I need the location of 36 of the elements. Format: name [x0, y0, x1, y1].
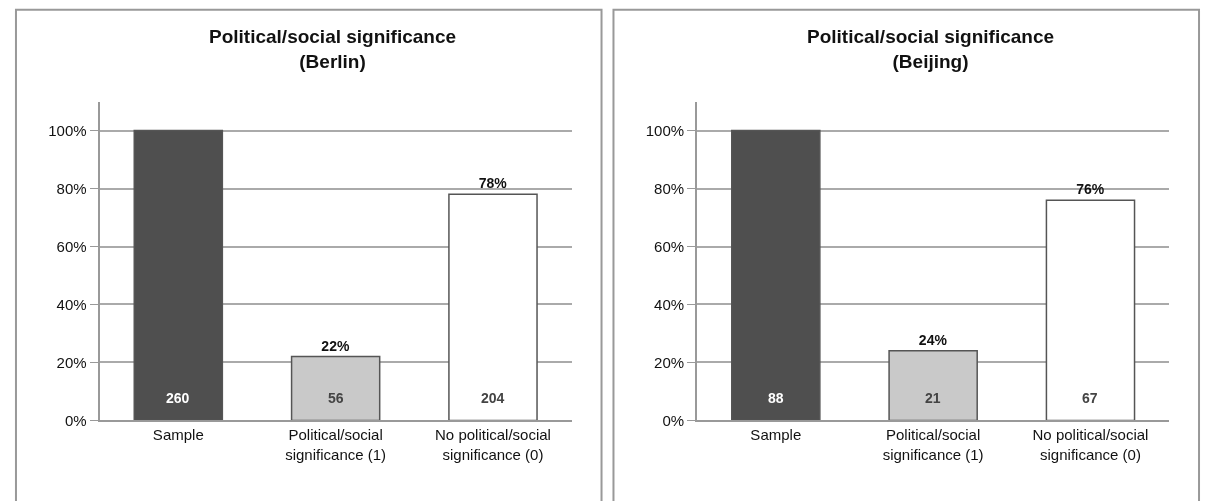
x-tick-label: Sample: [152, 426, 204, 444]
y-tick-label: 40%: [654, 295, 685, 313]
y-tick-label: 80%: [56, 179, 87, 197]
y-tick-label: 80%: [654, 179, 685, 197]
bar: [133, 129, 224, 421]
bar: [888, 350, 978, 421]
annotation: 204: [481, 390, 505, 406]
bar: [731, 129, 821, 421]
y-tick-label: 100%: [48, 121, 87, 139]
x-tick-label: Sample: [750, 426, 802, 444]
x-tick-label: No political/social significance (0): [435, 426, 551, 463]
chart-title: Political/social significance (Beijing): [807, 26, 1055, 72]
data-label: 78%: [478, 175, 508, 192]
bar: [448, 193, 538, 421]
y-tick-label: 60%: [654, 237, 685, 255]
y-tick-label: 20%: [654, 353, 685, 371]
y-tick-label: 0%: [662, 411, 685, 429]
x-tick-label: Political/social significance (1): [882, 426, 984, 463]
y-tick-label: 20%: [56, 353, 87, 371]
bar: [1045, 199, 1136, 421]
annotation: 67: [1082, 390, 1098, 406]
chart-title: Political/social significance (Berlin): [209, 26, 457, 72]
x-tick-label: No political/social significance (0): [1032, 426, 1149, 463]
y-tick-label: 100%: [645, 121, 685, 139]
annotation: 88: [768, 390, 784, 406]
data-label: 76%: [1076, 181, 1105, 198]
data-label: 24%: [918, 331, 948, 348]
data-label: 22%: [321, 337, 350, 354]
y-tick-label: 0%: [64, 411, 87, 429]
x-tick-label: Political/social significance (1): [285, 426, 387, 463]
y-tick-label: 60%: [56, 237, 87, 255]
y-tick-label: 40%: [56, 295, 87, 313]
annotation: 21: [925, 390, 941, 406]
bar: [290, 355, 381, 421]
annotation: 56: [328, 390, 344, 406]
annotation: 260: [166, 390, 190, 406]
